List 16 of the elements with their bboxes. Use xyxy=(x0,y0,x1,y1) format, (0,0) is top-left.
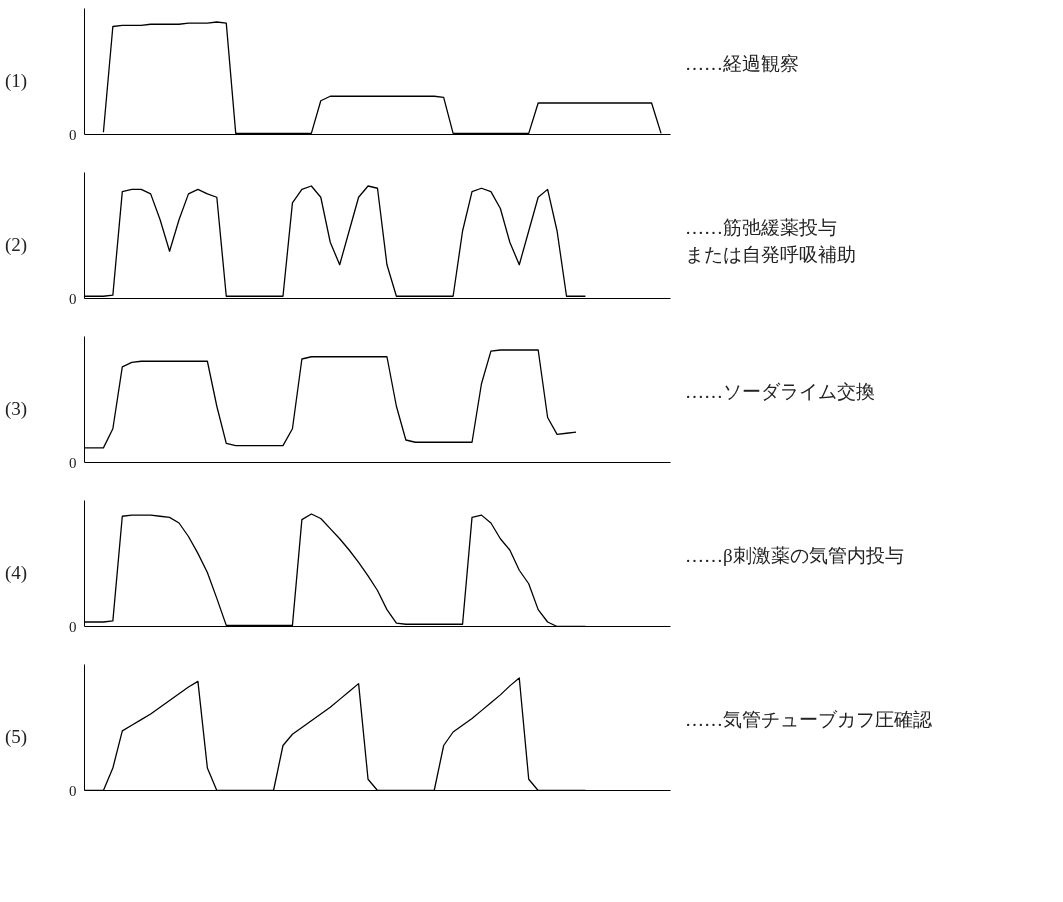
text: 0 xyxy=(69,618,77,635)
text: (5) xyxy=(5,725,28,749)
text: ……β刺激薬の気管内投与 xyxy=(685,544,904,568)
text: 0 xyxy=(69,290,77,307)
text: (1) xyxy=(5,69,28,93)
text: または自発呼吸補助 xyxy=(685,243,856,268)
text: 0 xyxy=(69,454,77,471)
text: 0 xyxy=(69,782,77,799)
text: ……ソーダライム交換 xyxy=(685,380,875,404)
text: (4) xyxy=(5,561,28,585)
text: (3) xyxy=(5,397,28,421)
text: ……経過観察 xyxy=(685,52,799,76)
text: ……筋弛緩薬投与 xyxy=(685,216,838,240)
text: ……気管チューブカフ圧確認 xyxy=(685,708,932,732)
text: 0 xyxy=(69,126,77,143)
text: (2) xyxy=(5,233,28,257)
